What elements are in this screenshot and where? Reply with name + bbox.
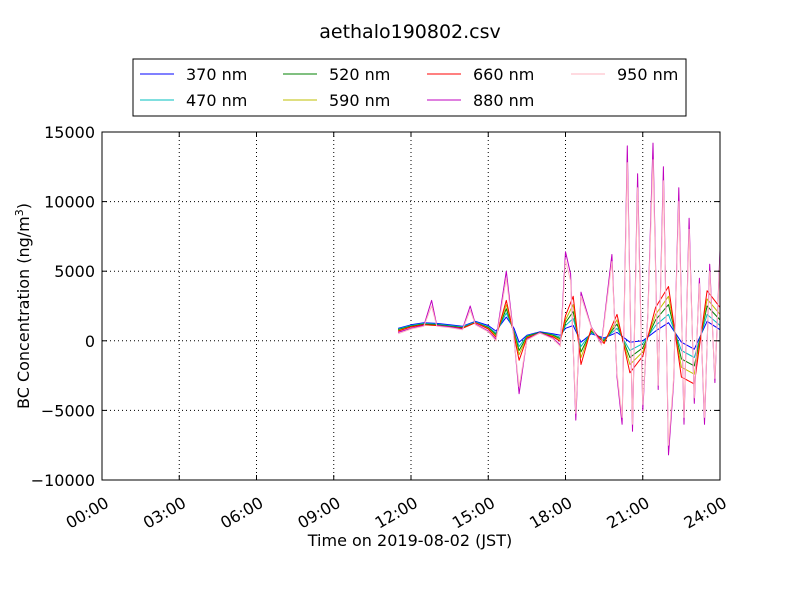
legend-label: 660 nm [473, 65, 534, 84]
chart-title: aethalo190802.csv [319, 21, 501, 43]
series-line-660-nm [397, 286, 721, 385]
y-axis-label-main: BC Concentration (ng/m [14, 216, 33, 409]
series-line-520-nm [397, 304, 721, 367]
legend-label: 370 nm [186, 65, 247, 84]
y-axis: −10000 −5000 0 5000 10000 15000 [31, 123, 720, 490]
series-group [397, 142, 721, 456]
y-axis-label-close: ) [14, 203, 33, 209]
legend-entry: 660 nm [427, 65, 534, 84]
legend-label: 590 nm [329, 91, 390, 110]
legend-entry: 950 nm [571, 65, 678, 84]
y-tick-label: 10000 [44, 193, 95, 212]
y-axis-label: BC Concentration (ng/m3) [13, 203, 33, 409]
legend-label: 950 nm [617, 65, 678, 84]
legend-entry: 520 nm [283, 65, 390, 84]
y-tick-label: −5000 [41, 401, 95, 420]
y-tick-label: 0 [85, 332, 95, 351]
legend-label: 470 nm [186, 91, 247, 110]
x-axis-label: Time on 2019-08-02 (JST) [307, 531, 512, 550]
legend-label: 880 nm [473, 91, 534, 110]
legend-entry: 590 nm [283, 91, 390, 110]
legend-label: 520 nm [329, 65, 390, 84]
series-line-370-nm [397, 316, 721, 350]
y-axis-label-superscript: 3 [13, 209, 26, 216]
y-tick-label: −10000 [31, 471, 95, 490]
series-line-950-nm [397, 159, 721, 446]
y-tick-label: 5000 [54, 262, 95, 281]
legend-entry: 370 nm [140, 65, 247, 84]
legend-box [132, 58, 687, 117]
y-tick-label: 15000 [44, 123, 95, 142]
legend-entry: 880 nm [427, 91, 534, 110]
series-line-470-nm [397, 312, 721, 358]
legend: 370 nm 470 nm 520 nm 590 nm 660 nm 880 nm 950 … [132, 58, 687, 117]
legend-entry: 470 nm [140, 91, 247, 110]
